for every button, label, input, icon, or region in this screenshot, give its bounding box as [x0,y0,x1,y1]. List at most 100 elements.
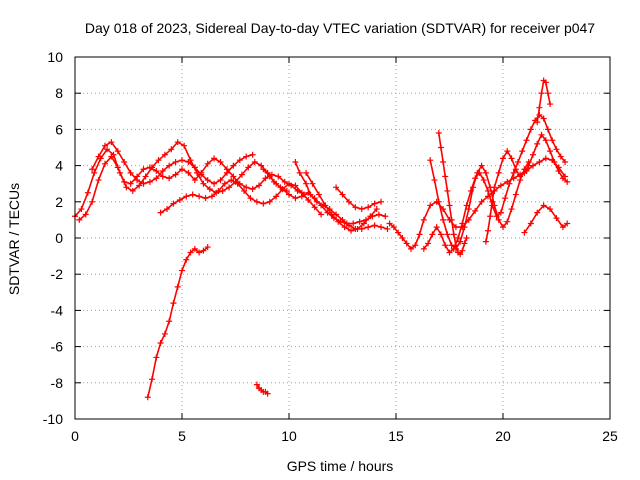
data-point [521,169,528,176]
data-point [497,209,504,216]
series-track-1 [72,139,290,220]
data-point [506,180,513,187]
y-tick-label: -8 [51,375,64,391]
data-point [365,224,372,231]
data-point [478,162,485,169]
series-track-8 [333,184,385,213]
data-point [228,177,235,184]
data-point [442,173,449,180]
data-point [234,180,241,187]
data-point [95,177,102,184]
data-point [157,339,164,346]
data-point [350,220,357,227]
x-tick-label: 15 [388,428,404,444]
data-point [166,175,173,182]
data-point [172,158,179,165]
data-point [442,242,449,249]
data-point [335,218,342,225]
data-point [440,216,447,223]
data-point [140,166,147,173]
series-track-13 [482,131,571,245]
data-point [211,155,218,162]
data-point [108,139,115,146]
data-point [153,175,160,182]
data-point [185,169,192,176]
data-point [407,245,414,252]
data-point [127,180,134,187]
data-point [153,354,160,361]
data-point [465,206,472,213]
data-point [179,267,185,274]
series-track-3 [89,139,256,187]
data-point [200,247,207,254]
series-line [91,141,254,185]
data-point [161,330,168,337]
data-point [455,235,462,241]
data-point [174,283,181,290]
data-point [420,245,427,252]
y-tick-label: 8 [55,85,63,101]
data-point [166,162,173,169]
data-point [298,193,305,200]
series-track-7 [303,169,380,234]
data-point [500,224,506,231]
data-point [547,101,554,108]
data-point [172,171,179,178]
data-point [534,119,541,126]
y-tick-label: -4 [51,302,64,318]
data-point [538,131,545,138]
series-track-15 [521,202,571,236]
y-tick-label: 2 [55,194,63,210]
data-point [215,187,222,194]
data-point [211,180,218,187]
data-point [260,166,267,173]
data-point [181,142,188,149]
data-point [198,171,205,178]
x-tick-label: 5 [178,428,186,444]
data-point [542,79,549,86]
data-point [395,229,402,236]
data-point [352,204,359,211]
data-point [495,169,502,176]
data-point [127,169,134,176]
data-point [485,227,492,234]
series-track-9 [386,155,569,252]
data-point [315,191,322,198]
data-point [472,207,479,214]
data-point [179,157,185,164]
data-point [452,242,459,249]
data-point [564,178,571,185]
data-point [260,200,267,207]
data-point [249,151,256,158]
data-point [523,137,530,144]
data-point [226,184,233,191]
data-point [345,222,352,229]
data-point [318,211,325,218]
data-point [371,200,378,207]
x-tick-label: 0 [71,428,79,444]
data-point [129,187,136,194]
data-point [510,169,517,176]
data-point [275,173,282,180]
data-point [333,184,340,191]
data-point [504,148,511,155]
data-point [461,224,468,231]
data-point [309,180,316,187]
data-point [292,182,299,189]
data-point [339,191,346,198]
y-tick-label: 6 [55,121,63,137]
data-point [76,216,83,223]
data-point [187,249,194,256]
data-point [121,158,128,165]
data-point [461,240,468,247]
data-point [236,157,243,164]
data-point [286,180,292,187]
plot-frame [74,56,611,420]
axis-ticks: 0 5 10 15 20 25 -10 -8 -6 -4 -2 0 2 4 6 8 10 [43,49,618,444]
data-point [196,193,203,200]
data-point [544,126,551,133]
data-point [399,235,406,241]
data-point [534,140,541,147]
data-point [243,153,250,160]
data-point [378,224,385,231]
